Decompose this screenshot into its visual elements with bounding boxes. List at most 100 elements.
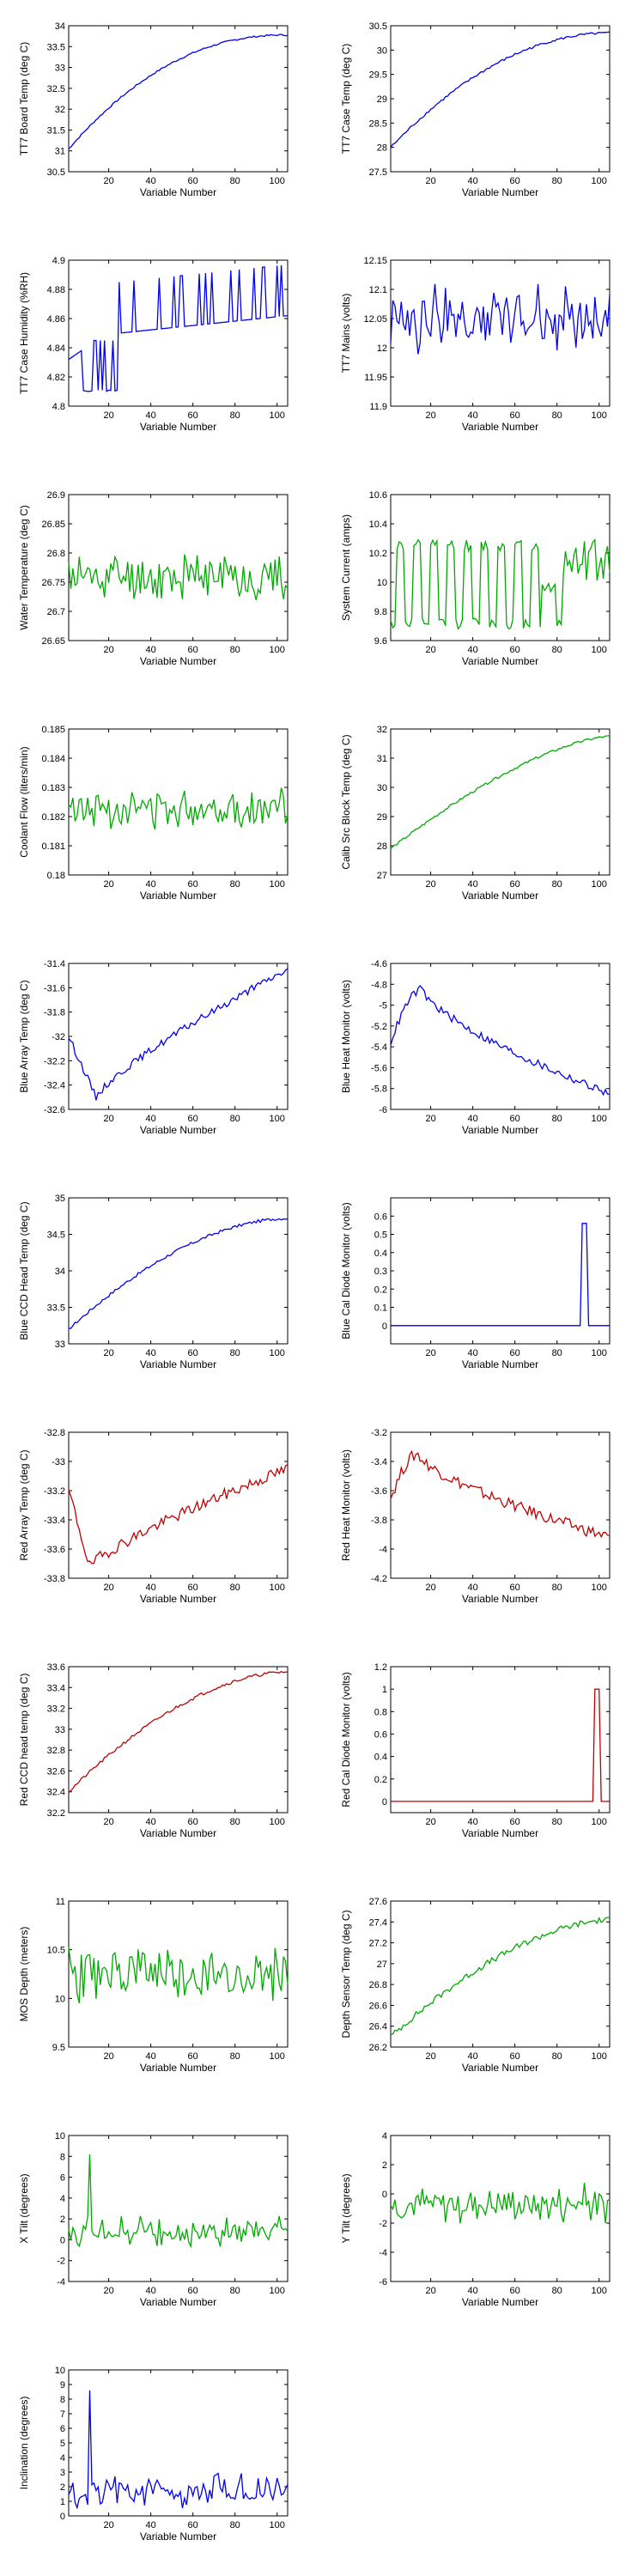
chart-panel: 20 40 60 80 100 4.8 4.82 4.84 4.86 4.88 4.9 Variabl… <box>18 256 289 433</box>
y-tick-label: 11.95 <box>364 373 387 383</box>
x-tick-label: 80 <box>230 1348 240 1358</box>
y-tick-label: -32.6 <box>44 1105 65 1115</box>
x-tick-label: 60 <box>510 1348 520 1358</box>
x-tick-label: 40 <box>468 2286 478 2296</box>
x-tick-label: 60 <box>188 1583 198 1593</box>
series-line <box>390 31 611 149</box>
y-tick-label: 33 <box>55 1340 65 1350</box>
y-tick-label: -33.8 <box>44 1574 65 1584</box>
y-tick-label: 4.8 <box>52 402 65 412</box>
chart-panel: 20 40 60 80 100 -6 -4 -2 0 2 4 Variable Number Y Til… <box>340 2131 611 2308</box>
y-tick-label: 31 <box>377 754 387 764</box>
y-tick-label: 0.18 <box>47 871 65 881</box>
series-line <box>68 264 289 392</box>
x-tick-label: 20 <box>425 2051 435 2062</box>
y-tick-label: 0.185 <box>41 725 65 735</box>
y-tick-label: 31 <box>55 147 65 157</box>
series-line <box>68 33 289 149</box>
x-tick-label: 100 <box>592 2051 607 2062</box>
y-tick-label: 27 <box>377 871 387 881</box>
x-tick-label: 80 <box>552 1114 562 1124</box>
x-tick-label: 20 <box>103 1114 113 1124</box>
x-tick-label: 60 <box>510 1583 520 1593</box>
series-line <box>68 968 289 1101</box>
plot-frame <box>390 1431 611 1579</box>
y-tick-label: -4.2 <box>371 1574 387 1584</box>
x-tick-label: 40 <box>146 1817 156 1827</box>
x-tick-label: 100 <box>592 1817 607 1827</box>
y-tick-label: 0 <box>382 1321 387 1332</box>
y-tick-label: 26.85 <box>41 519 65 530</box>
y-tick-label: 0.4 <box>374 1753 387 1763</box>
plot-frame <box>390 728 611 876</box>
y-tick-label: 33.5 <box>47 1303 65 1314</box>
plot-frame <box>68 2135 289 2282</box>
x-tick-label: 80 <box>230 2286 240 2296</box>
x-axis-label: Variable Number <box>140 1124 216 1136</box>
series-line <box>68 2154 289 2249</box>
y-tick-label: 11.9 <box>369 402 387 412</box>
y-tick-label: 12.15 <box>363 256 387 266</box>
x-tick-label: 60 <box>188 879 198 890</box>
y-tick-label: 2 <box>60 2482 65 2493</box>
y-tick-label: 6 <box>60 2173 65 2184</box>
y-tick-label: -33.4 <box>44 1516 65 1526</box>
x-axis-label: Variable Number <box>462 1358 538 1370</box>
y-tick-label: -33 <box>52 1457 65 1467</box>
y-tick-label: 9.8 <box>374 607 387 617</box>
x-tick-label: 40 <box>468 1114 478 1124</box>
y-tick-label: -3.8 <box>371 1516 387 1526</box>
x-tick-label: 60 <box>188 1114 198 1124</box>
y-tick-label: 0.8 <box>374 1707 387 1717</box>
y-tick-label: -5.8 <box>371 1084 387 1095</box>
chart-panel: 20 40 60 80 100 9.6 9.8 10 10.2 10.4 10.6 Variable … <box>340 490 611 667</box>
x-tick-label: 40 <box>468 1583 478 1593</box>
x-axis-label: Variable Number <box>462 1124 538 1136</box>
y-tick-label: -6 <box>379 2277 387 2287</box>
y-axis-label: System Current (amps) <box>340 514 352 621</box>
series-line <box>68 1670 289 1794</box>
x-axis-label: Variable Number <box>462 2296 538 2308</box>
x-axis-label: Variable Number <box>140 421 216 433</box>
y-tick-label: 8 <box>60 2395 65 2405</box>
x-tick-label: 80 <box>552 879 562 890</box>
x-tick-label: 60 <box>188 2286 198 2296</box>
y-tick-label: 4.86 <box>47 314 65 325</box>
series-line <box>390 985 611 1097</box>
y-tick-label: -2 <box>379 2219 387 2229</box>
y-tick-label: 10.2 <box>369 549 387 559</box>
x-tick-label: 100 <box>270 1817 285 1827</box>
y-tick-label: 29.5 <box>369 70 387 81</box>
series-line <box>68 787 289 829</box>
y-tick-label: 9.6 <box>374 636 387 647</box>
y-tick-label: 33 <box>55 1725 65 1735</box>
y-tick-label: -32.2 <box>44 1056 65 1066</box>
x-axis-label: Variable Number <box>140 655 216 667</box>
y-tick-label: 0.183 <box>41 783 65 793</box>
y-tick-label: 0.6 <box>374 1212 387 1222</box>
x-tick-label: 20 <box>103 2051 113 2062</box>
series-line <box>68 1218 289 1329</box>
y-tick-label: -33.6 <box>44 1545 65 1555</box>
x-tick-label: 20 <box>425 1348 435 1358</box>
x-tick-label: 100 <box>270 410 285 421</box>
x-tick-label: 60 <box>510 2286 520 2296</box>
x-tick-label: 80 <box>552 410 562 421</box>
x-tick-label: 60 <box>510 645 520 655</box>
x-axis-label: Variable Number <box>462 1593 538 1605</box>
y-tick-label: -4.8 <box>371 980 387 990</box>
y-tick-label: 2 <box>382 2160 387 2171</box>
y-tick-label: 10 <box>55 2131 65 2142</box>
series-line <box>390 283 611 355</box>
y-axis-label: Red Heat Monitor (volts) <box>340 1449 352 1561</box>
plot-frame <box>68 1431 289 1579</box>
x-tick-label: 100 <box>592 1583 607 1593</box>
y-tick-label: 26.2 <box>369 2043 387 2053</box>
x-tick-label: 60 <box>510 2051 520 2062</box>
x-tick-label: 80 <box>230 1114 240 1124</box>
y-tick-label: 34.5 <box>47 1230 65 1241</box>
y-tick-label: -33.2 <box>44 1486 65 1497</box>
x-tick-label: 60 <box>510 879 520 890</box>
plot-frame <box>68 963 289 1110</box>
y-tick-label: 4 <box>382 2131 387 2142</box>
